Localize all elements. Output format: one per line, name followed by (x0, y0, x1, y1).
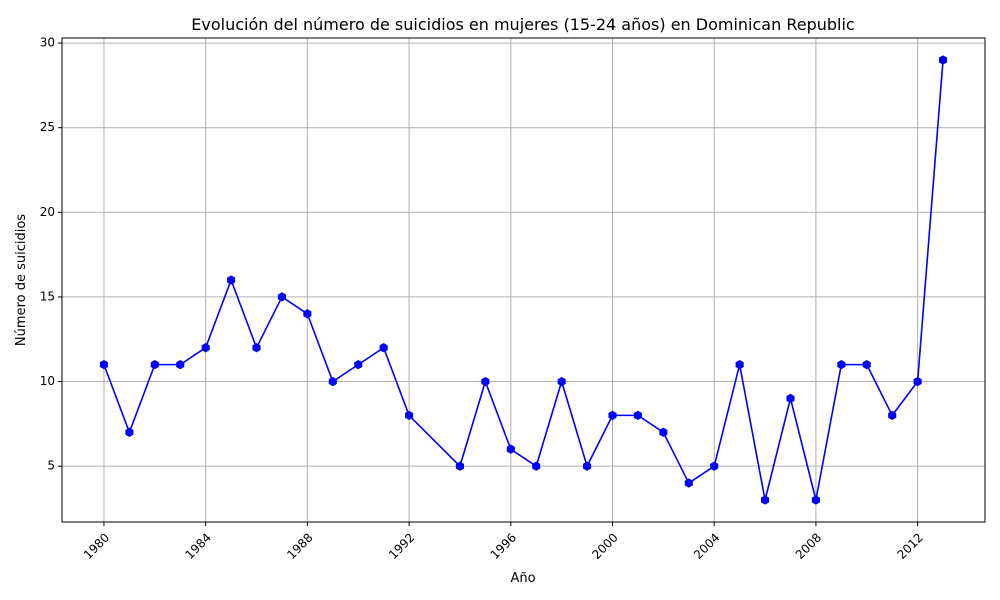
x-tick-label: 1988 (284, 530, 315, 561)
data-point (328, 376, 337, 387)
x-tick-label: 1984 (183, 530, 214, 561)
series-layer (99, 55, 948, 505)
x-tick-label: 1980 (81, 530, 112, 561)
y-tick-label: 5 (47, 459, 55, 473)
data-point (506, 444, 515, 454)
data-point (862, 359, 871, 370)
axis-ticks: 1980 1984 1988 1992 1996 2000 2004 2008 2012 5 10 1… (40, 36, 926, 562)
data-point (405, 410, 414, 421)
y-tick-label: 25 (40, 120, 55, 134)
x-tick-label: 1992 (386, 530, 417, 561)
data-point (888, 410, 897, 421)
grid (62, 38, 985, 522)
data-point (481, 376, 490, 387)
x-tick-label: 2012 (894, 530, 925, 561)
data-point (532, 461, 541, 471)
data-point (735, 359, 744, 370)
data-point (761, 495, 770, 505)
x-axis-label: Año (510, 571, 535, 586)
data-point (786, 393, 795, 404)
x-tick-label: 1996 (488, 530, 519, 561)
data-point (455, 461, 464, 471)
data-point (354, 359, 363, 370)
data-point (684, 478, 693, 488)
data-point (252, 343, 261, 353)
y-tick-label: 10 (40, 374, 55, 388)
data-point (659, 427, 668, 437)
y-axis-label: Número de suicidios (14, 214, 29, 346)
data-point (710, 461, 719, 471)
data-point (939, 55, 948, 65)
data-point (633, 410, 642, 421)
plot-frame (61, 37, 986, 523)
chart-title: Evolución del número de suicidios en muj… (191, 15, 854, 34)
data-point (837, 359, 846, 370)
y-tick-label: 15 (40, 289, 55, 303)
data-point (557, 376, 566, 387)
y-tick-label: 30 (40, 36, 55, 50)
x-tick-label: 2000 (589, 530, 620, 561)
data-point (277, 292, 286, 302)
data-point (99, 359, 108, 370)
data-point (608, 410, 617, 421)
data-point (125, 427, 134, 437)
data-point (913, 376, 922, 387)
data-point (811, 495, 820, 505)
data-point (583, 461, 592, 471)
x-tick-label: 2008 (793, 530, 824, 561)
data-point (150, 359, 159, 370)
data-point (176, 359, 185, 370)
data-point (201, 343, 210, 353)
data-point (303, 309, 312, 319)
data-point (227, 275, 236, 285)
data-point (379, 343, 388, 353)
x-tick-label: 2004 (691, 530, 722, 561)
y-tick-label: 20 (40, 205, 55, 219)
